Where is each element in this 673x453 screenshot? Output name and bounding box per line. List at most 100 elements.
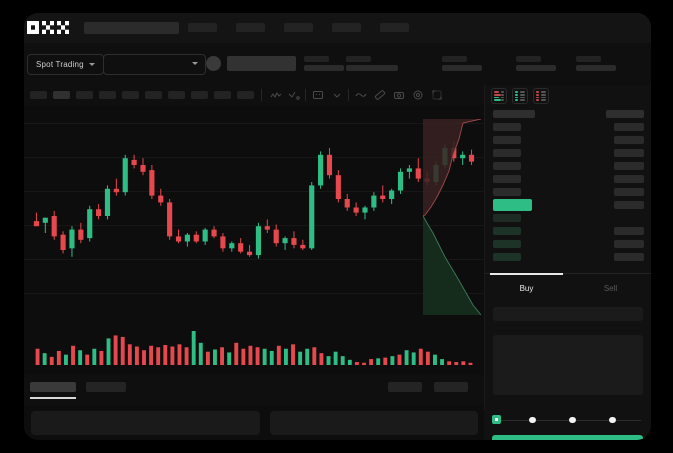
depth-chart-overlay [423, 119, 481, 315]
bottom-tab-right-1[interactable] [388, 382, 422, 392]
interval-button-1[interactable] [30, 91, 47, 99]
active-tab-underline [30, 397, 76, 399]
spread-highlight [493, 199, 532, 211]
bottom-tab-2[interactable] [86, 382, 126, 392]
stat-value [442, 65, 482, 71]
tab-sell[interactable]: Sell [569, 274, 651, 302]
col-header-right [606, 110, 644, 118]
interval-button-8[interactable] [191, 91, 208, 99]
depth-bid-line [423, 215, 481, 315]
tab-buy[interactable]: Buy [485, 274, 568, 302]
template-icon[interactable] [312, 89, 324, 101]
indicator-icon[interactable] [288, 89, 300, 101]
interval-button-5[interactable] [122, 91, 139, 99]
chart-gridlines [24, 105, 484, 315]
step-indicator-2[interactable] [529, 416, 536, 423]
trading-mode-selector[interactable]: Spot Trading [27, 54, 104, 75]
buy-tab-underline [490, 273, 563, 275]
orderbook-display-modes [491, 88, 549, 104]
interval-button-9[interactable] [214, 91, 231, 99]
bottom-card-2[interactable] [270, 411, 478, 435]
depth-ask-line [423, 119, 481, 217]
bottom-tab-right-2[interactable] [434, 382, 468, 392]
sub-toolbar: Spot Trading [24, 43, 651, 86]
col-header-left [493, 110, 535, 118]
orderbook-spread-row[interactable] [485, 198, 651, 211]
stepper-track [496, 420, 641, 421]
okx-logo[interactable] [27, 21, 69, 34]
bottom-card-row [24, 407, 484, 440]
orderbook-ask-row[interactable] [485, 133, 651, 146]
depth-ask-area [423, 119, 481, 216]
fullscreen-icon[interactable] [431, 89, 443, 101]
interval-button-7[interactable] [168, 91, 185, 99]
stat-label [442, 56, 467, 62]
candlestick-series [33, 141, 475, 259]
volume-series [35, 331, 473, 365]
nav-item-4[interactable] [332, 23, 361, 32]
chevron-down-icon[interactable] [331, 89, 343, 101]
interval-button-6[interactable] [145, 91, 162, 99]
stat-label [576, 56, 601, 62]
ticker-stat-1 [304, 56, 344, 71]
chevron-down-icon [192, 62, 198, 65]
step-indicator-1[interactable] [492, 415, 501, 424]
search-input[interactable] [84, 22, 179, 34]
order-form-field-2[interactable] [493, 335, 643, 395]
orderbook-bid-row[interactable] [485, 224, 651, 237]
nav-item-5[interactable] [380, 23, 409, 32]
stat-label [346, 56, 371, 62]
toolbar-divider [305, 89, 306, 101]
ruler-icon[interactable] [374, 89, 386, 101]
pair-selector[interactable] [103, 54, 206, 75]
step-indicator-3[interactable] [569, 416, 576, 423]
settings-icon[interactable] [412, 89, 424, 101]
logo-glyph-k [42, 21, 54, 34]
ticker-stat-4 [516, 56, 556, 71]
orderbook-ask-row[interactable] [485, 120, 651, 133]
nav-item-2[interactable] [236, 23, 265, 32]
ticker-stat-3 [442, 56, 482, 71]
orderbook-both-icon[interactable] [491, 88, 507, 104]
primary-cta-button[interactable] [492, 435, 643, 440]
buy-sell-tabs: Buy Sell [485, 273, 651, 302]
tab-sell-label: Sell [603, 283, 618, 293]
pair-avatar-icon [206, 56, 221, 71]
orderbook-bid-row[interactable] [485, 211, 651, 224]
order-form-field-1[interactable] [493, 307, 643, 321]
interval-button-4[interactable] [99, 91, 116, 99]
toolbar-divider [261, 89, 262, 101]
stat-value [304, 65, 344, 71]
orderbook-ask-row[interactable] [485, 185, 651, 198]
orderbook-rows [485, 107, 651, 263]
pair-name-label [227, 56, 296, 71]
orderbook-bid-row[interactable] [485, 250, 651, 263]
orderbook-panel: Buy Sell [484, 85, 651, 410]
interval-button-10[interactable] [237, 91, 254, 99]
orderbook-bid-row[interactable] [485, 237, 651, 250]
camera-icon[interactable] [393, 89, 405, 101]
app-header [24, 13, 651, 43]
depth-chart-svg [423, 119, 481, 315]
ticker-stat-2 [346, 56, 398, 71]
bottom-card-1[interactable] [31, 411, 260, 435]
nav-item-1[interactable] [188, 23, 217, 32]
volume-chart-panel [24, 315, 484, 375]
tab-buy-label: Buy [519, 283, 534, 293]
orderbook-ask-row[interactable] [485, 159, 651, 172]
candlestick-chart-icon[interactable] [270, 89, 282, 101]
nav-item-3[interactable] [284, 23, 313, 32]
orderbook-ask-row[interactable] [485, 146, 651, 159]
orderbook-ask-row[interactable] [485, 172, 651, 185]
step-indicator-4[interactable] [609, 416, 616, 423]
header-nav [188, 23, 409, 32]
interval-button-2[interactable] [53, 91, 70, 99]
logo-glyph-x [57, 21, 69, 34]
bottom-tab-1[interactable] [30, 382, 76, 392]
ticker-stat-5 [576, 56, 616, 71]
interval-button-3[interactable] [76, 91, 93, 99]
line-chart-icon[interactable] [355, 89, 367, 101]
orderbook-bids-icon[interactable] [512, 88, 528, 104]
orderbook-asks-icon[interactable] [533, 88, 549, 104]
depth-bid-area [423, 216, 481, 315]
